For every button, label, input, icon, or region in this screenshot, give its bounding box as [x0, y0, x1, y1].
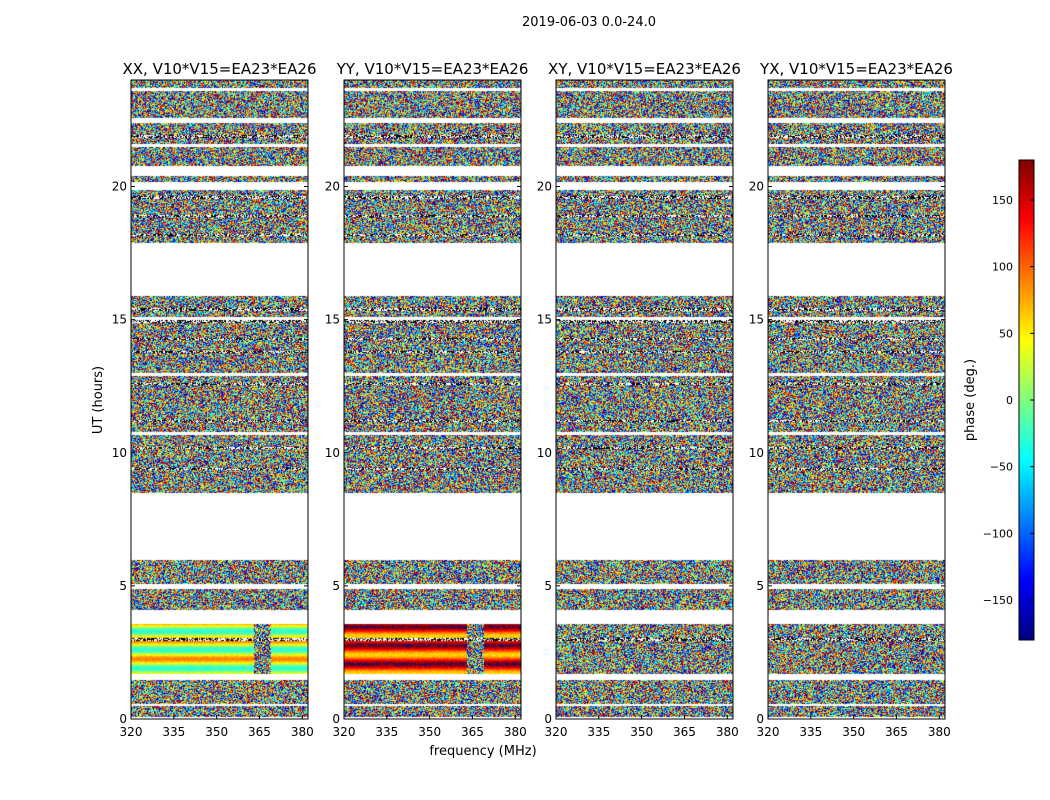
panel-frame [555, 79, 734, 720]
y-tick-label: 20 [749, 180, 764, 194]
colorbar-tick-label: 0 [1006, 394, 1013, 407]
x-tick-label: 335 [375, 725, 398, 739]
heatmap-xy [556, 80, 733, 719]
panel-title-xy: XY, V10*V15=EA23*EA26 [548, 60, 741, 78]
y-tick-label: 20 [537, 180, 552, 194]
x-tick-label: 350 [418, 725, 441, 739]
y-tick-label: 10 [112, 446, 127, 460]
y-axis-label: UT (hours) [91, 366, 106, 434]
x-tick-label: 365 [885, 725, 908, 739]
x-tick-label: 320 [333, 725, 356, 739]
x-tick-label: 335 [799, 725, 822, 739]
x-tick-label: 320 [757, 725, 780, 739]
colorbar-label: phase (deg.) [963, 359, 978, 441]
panel-yx: YX, V10*V15=EA23*EA26 320 335 350 365 380 0 5 10… [749, 60, 953, 739]
panels: XX, V10*V15=EA23*EA26 320 335 350 365 380 0 5 10… [112, 60, 953, 739]
x-axis-label: frequency (MHz) [429, 744, 536, 759]
x-tick-label: 365 [461, 725, 484, 739]
panel-title-xx: XX, V10*V15=EA23*EA26 [122, 60, 316, 78]
y-tick-label: 15 [112, 313, 127, 327]
y-tick-label: 5 [756, 579, 764, 593]
x-tick-label: 380 [291, 725, 314, 739]
x-tick-label: 350 [630, 725, 653, 739]
y-tick-label: 15 [749, 313, 764, 327]
heatmap-yx [768, 80, 945, 719]
y-tick-label: 5 [119, 579, 127, 593]
heatmap-yy [344, 80, 521, 719]
colorbar-tick-label: −50 [990, 461, 1013, 474]
x-tick-label: 335 [587, 725, 610, 739]
x-tick-label: 365 [248, 725, 271, 739]
panel-frame [343, 79, 522, 720]
y-tick-label: 5 [332, 579, 340, 593]
y-tick-label: 0 [119, 712, 127, 726]
x-tick-label: 380 [504, 725, 527, 739]
x-tick-label: 320 [120, 725, 143, 739]
y-tick-label: 10 [749, 446, 764, 460]
y-tick-label: 10 [325, 446, 340, 460]
x-tick-label: 350 [842, 725, 865, 739]
y-tick-label: 5 [544, 579, 552, 593]
panel-frame [767, 79, 946, 720]
x-tick-label: 365 [673, 725, 696, 739]
y-tick-label: 20 [112, 180, 127, 194]
panel-frame [130, 79, 309, 720]
y-tick-label: 0 [332, 712, 340, 726]
x-tick-label: 335 [162, 725, 185, 739]
panel-xy: XY, V10*V15=EA23*EA26 320 335 350 365 380 0 5 10… [537, 60, 741, 739]
panel-title-yy: YY, V10*V15=EA23*EA26 [336, 60, 529, 78]
colorbar-tick-label: −150 [983, 594, 1013, 607]
x-tick-label: 350 [205, 725, 228, 739]
panel-yy: YY, V10*V15=EA23*EA26 320 335 350 365 380 0 5 10… [325, 60, 529, 739]
x-tick-label: 320 [545, 725, 568, 739]
panel-title-yx: YX, V10*V15=EA23*EA26 [759, 60, 953, 78]
colorbar-tick-label: 100 [992, 261, 1013, 274]
figure-title: 2019-06-03 0.0-24.0 [522, 15, 656, 30]
colorbar: −150 −100 −50 0 50 100 150 [983, 159, 1035, 641]
y-tick-label: 20 [325, 180, 340, 194]
x-tick-label: 380 [928, 725, 951, 739]
colorbar-tick-label: 150 [992, 194, 1013, 207]
colorbar-tick-label: −100 [983, 527, 1013, 540]
y-tick-label: 0 [756, 712, 764, 726]
colorbar-tick-label: 50 [999, 327, 1013, 340]
y-tick-label: 15 [325, 313, 340, 327]
y-tick-label: 15 [537, 313, 552, 327]
y-tick-label: 0 [544, 712, 552, 726]
heatmap-xx [131, 80, 308, 719]
panel-xx: XX, V10*V15=EA23*EA26 320 335 350 365 380 0 5 10… [112, 60, 317, 739]
y-tick-label: 10 [537, 446, 552, 460]
x-tick-label: 380 [716, 725, 739, 739]
